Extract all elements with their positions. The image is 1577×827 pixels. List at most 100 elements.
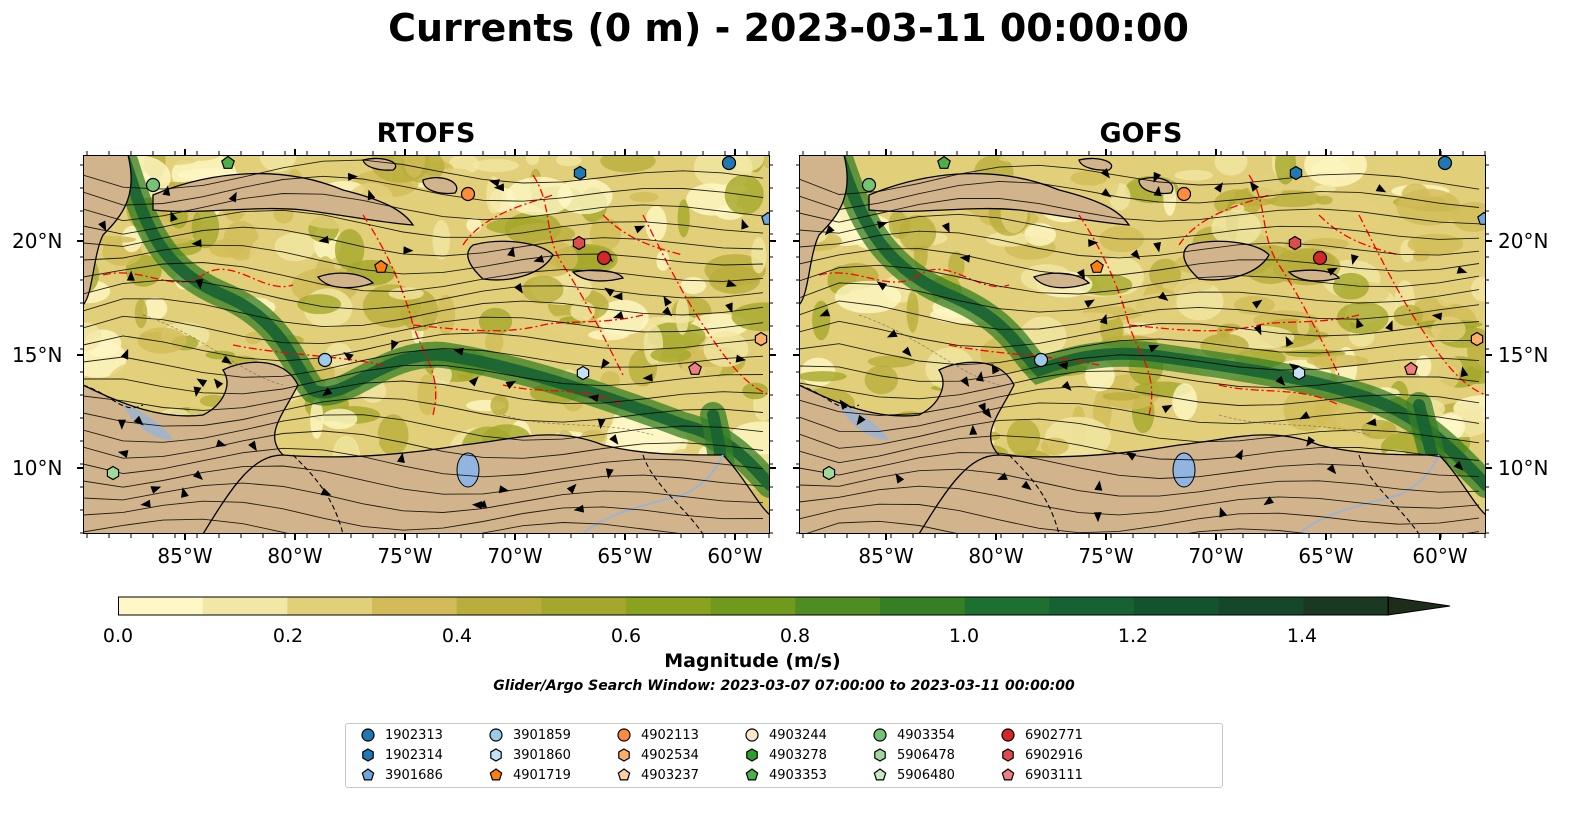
legend-marker-hexagon xyxy=(874,748,886,762)
panel-title-gofs: GOFS xyxy=(1099,118,1183,149)
colorbar-tick: 0.6 xyxy=(610,625,642,647)
land-mass xyxy=(571,269,625,282)
x-tick-60w: 60°W xyxy=(707,544,763,568)
y-tick-15n: 15°N xyxy=(1498,343,1549,367)
legend-item: 6902771 xyxy=(1000,727,1083,743)
legend-marker-hexagon xyxy=(1002,748,1014,762)
rtofs-current-map xyxy=(83,155,770,534)
float-marker-4903354 xyxy=(861,177,877,193)
float-marker-4903354 xyxy=(145,177,161,193)
legend-marker-circle xyxy=(873,728,887,742)
float-marker-6902771 xyxy=(596,250,612,266)
legend-item: 1902313 xyxy=(360,727,443,743)
legend-item: 6903111 xyxy=(1000,767,1083,783)
legend-marker-circle xyxy=(617,728,631,742)
float-marker-1902313 xyxy=(721,155,737,171)
colorbar-bin xyxy=(626,597,712,615)
legend-item: 6902916 xyxy=(1000,747,1083,763)
y-tick-20n: 20°N xyxy=(12,229,63,253)
float-marker-3901859 xyxy=(317,352,333,368)
float-marker-6903111 xyxy=(1404,361,1418,375)
colorbar-bin xyxy=(1218,597,1304,615)
float-marker-4901719 xyxy=(1090,259,1104,273)
colorbar-bin xyxy=(287,597,373,615)
x-tick-70w: 70°W xyxy=(1188,544,1244,568)
colorbar-bin xyxy=(710,597,796,615)
float-marker-5906478 xyxy=(106,465,120,481)
float-marker-1902313 xyxy=(1437,155,1453,171)
legend-label: 6902771 xyxy=(1025,727,1083,743)
colorbar-tick: 0.8 xyxy=(779,625,811,647)
land-mass xyxy=(422,177,458,195)
land-mass xyxy=(1287,269,1341,282)
legend-marker-pentagon xyxy=(745,768,759,781)
colorbar-extend-arrow xyxy=(1387,596,1451,616)
land-mass xyxy=(152,172,415,226)
search-window-note: Glider/Argo Search Window: 2023-03-07 07… xyxy=(493,678,1075,694)
colorbar-tick: 1.4 xyxy=(1286,625,1318,647)
float-marker-4901719 xyxy=(374,259,388,273)
legend-item: 1902314 xyxy=(360,747,443,763)
y-tick-20n: 20°N xyxy=(1498,229,1549,253)
colorbar-tick: 0.4 xyxy=(441,625,473,647)
legend-marker-pentagon xyxy=(873,768,887,781)
y-tick-10n: 10°N xyxy=(12,456,63,480)
legend-item: 4901719 xyxy=(488,767,571,783)
legend-marker-pentagon xyxy=(361,768,375,781)
y-tick-15n: 15°N xyxy=(12,343,63,367)
colorbar-label: Magnitude (m/s) xyxy=(664,650,841,672)
float-marker-4903353 xyxy=(937,155,951,169)
legend-item: 3901860 xyxy=(488,747,571,763)
legend-marker-hexagon xyxy=(746,748,758,762)
legend-item: 5906480 xyxy=(872,767,955,783)
colorbar xyxy=(118,595,1453,621)
legend-label: 5906478 xyxy=(897,747,955,763)
legend-item: 3901859 xyxy=(488,727,571,743)
x-tick-75w: 75°W xyxy=(377,544,433,568)
land-mass xyxy=(467,240,554,281)
colorbar-bin xyxy=(795,597,881,615)
colorbar-bin xyxy=(541,597,627,615)
legend-label: 1902313 xyxy=(385,727,443,743)
legend-marker-hexagon xyxy=(362,748,374,762)
land-mass xyxy=(868,172,1131,226)
x-tick-80w: 80°W xyxy=(267,544,323,568)
x-tick-70w: 70°W xyxy=(487,544,543,568)
float-marker-3901859 xyxy=(1033,352,1049,368)
float-marker-1902314 xyxy=(1289,165,1303,181)
land-mass xyxy=(1032,272,1091,289)
colorbar-bin xyxy=(964,597,1050,615)
float-marker-3901686 xyxy=(1477,211,1486,225)
legend-marker-circle xyxy=(745,728,759,742)
legend-item: 5906478 xyxy=(872,747,955,763)
colorbar-bin xyxy=(1049,597,1135,615)
legend-marker-pentagon xyxy=(617,768,631,781)
legend-marker-hexagon xyxy=(490,748,502,762)
legend-label: 3901860 xyxy=(513,747,571,763)
colorbar-bin xyxy=(1134,597,1220,615)
legend-item: 3901686 xyxy=(360,767,443,783)
float-marker-3901860 xyxy=(576,365,590,381)
x-tick-65w: 65°W xyxy=(1298,544,1354,568)
map-canvas xyxy=(799,155,1486,534)
legend-item: 4903237 xyxy=(616,767,699,783)
legend-label: 5906480 xyxy=(897,767,955,783)
legend-label: 3901859 xyxy=(513,727,571,743)
legend-item: 4903354 xyxy=(872,727,955,743)
legend-label: 3901686 xyxy=(385,767,443,783)
colorbar-tick: 1.0 xyxy=(948,625,980,647)
legend-item: 4903244 xyxy=(744,727,827,743)
legend-label: 1902314 xyxy=(385,747,443,763)
x-tick-80w: 80°W xyxy=(968,544,1024,568)
colorbar-bin xyxy=(456,597,542,615)
legend-marker-pentagon xyxy=(1001,768,1015,781)
float-legend: 1902313 1902314 3901686 3901859 3901860 49017… xyxy=(345,723,1223,788)
float-marker-6903111 xyxy=(688,361,702,375)
legend-label: 6902916 xyxy=(1025,747,1083,763)
colorbar-bin xyxy=(202,597,288,615)
colorbar-tick: 0.2 xyxy=(272,625,304,647)
x-tick-85w: 85°W xyxy=(157,544,213,568)
float-marker-6902916 xyxy=(1288,235,1302,251)
land-mass xyxy=(83,155,132,306)
